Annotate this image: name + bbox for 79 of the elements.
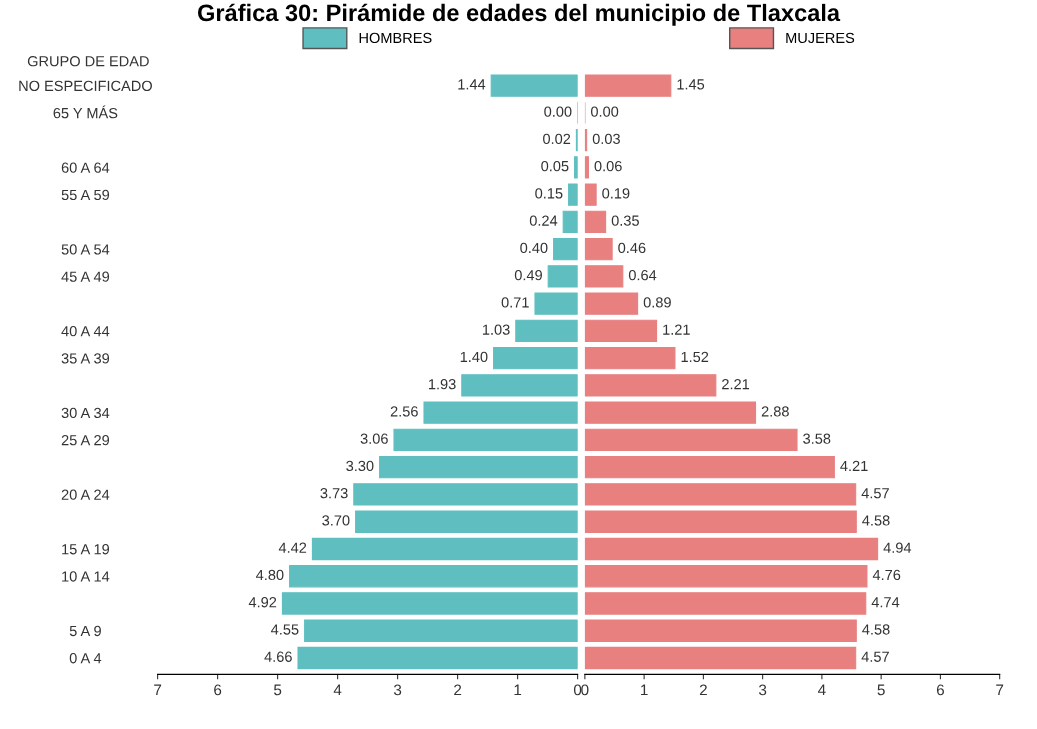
chart-title: Gráfica 30: Pirámide de edades del municipio de Tlaxcala bbox=[197, 3, 841, 26]
y-tick-label: 0 A 4 bbox=[69, 653, 102, 664]
data-label: 0.89 bbox=[643, 297, 671, 308]
data-label: 4.74 bbox=[871, 597, 900, 608]
data-label: 0.40 bbox=[520, 242, 548, 254]
data-label: 1.93 bbox=[428, 379, 456, 390]
data-label: 0.03 bbox=[592, 133, 620, 145]
x-tick-label: 3 bbox=[393, 684, 402, 696]
data-label: 3.70 bbox=[322, 515, 350, 526]
data-label: 0.71 bbox=[501, 297, 529, 308]
x-tick-label: 7 bbox=[996, 684, 1004, 696]
x-tick-label: 1 bbox=[514, 684, 522, 696]
x-tick-label: 4 bbox=[333, 684, 342, 696]
y-tick-label: 15 A 19 bbox=[62, 544, 110, 555]
y-tick-label: 10 A 14 bbox=[62, 571, 110, 582]
data-label: 1.21 bbox=[663, 324, 690, 335]
data-label: 2.88 bbox=[761, 406, 789, 417]
data-label: 4.92 bbox=[248, 597, 277, 608]
data-label: 1.40 bbox=[460, 351, 488, 363]
data-label: 0.35 bbox=[611, 215, 639, 226]
data-label: 4.66 bbox=[264, 651, 292, 662]
x-tick-label: 3 bbox=[758, 684, 767, 696]
y-tick-label: 5 A 9 bbox=[69, 625, 101, 637]
x-tick-label: 5 bbox=[877, 684, 885, 696]
data-label: 3.30 bbox=[346, 460, 374, 472]
data-label: 1.45 bbox=[677, 79, 705, 90]
data-label: 1.52 bbox=[681, 351, 709, 363]
data-label: 0.02 bbox=[543, 133, 571, 145]
data-label: 3.73 bbox=[320, 488, 348, 499]
x-tick-label: 4 bbox=[818, 684, 826, 696]
x-tick-label: 2 bbox=[454, 684, 462, 696]
y-tick-label: 30 A 34 bbox=[61, 407, 110, 419]
x-tick-label: 5 bbox=[273, 684, 282, 696]
data-label: 0.49 bbox=[514, 269, 542, 281]
x-tick-label: 6 bbox=[936, 684, 944, 696]
data-label: 4.94 bbox=[883, 542, 912, 553]
data-label: 4.58 bbox=[862, 515, 890, 526]
y-tick-label: 65 Y MÁS bbox=[53, 105, 118, 119]
data-label: 0.00 bbox=[590, 106, 619, 117]
data-label: 4.55 bbox=[271, 624, 299, 635]
x-tick-label: 2 bbox=[699, 684, 707, 696]
y-tick-label: 35 A 39 bbox=[61, 353, 110, 364]
y-tick-label: 45 A 49 bbox=[61, 271, 110, 282]
x-tick-label: 0 bbox=[573, 684, 582, 696]
data-label: 3.06 bbox=[360, 433, 388, 444]
data-label: 4.80 bbox=[256, 569, 284, 581]
y-tick-label: 55 A 59 bbox=[61, 189, 110, 201]
x-tick-label: 6 bbox=[214, 684, 222, 696]
data-label: 2.56 bbox=[390, 406, 418, 417]
x-tick-label: 0 bbox=[581, 684, 589, 696]
y-tick-label: NO ESPECIFICADO bbox=[19, 80, 152, 92]
data-label: 2.21 bbox=[722, 379, 750, 390]
legend-label: MUJERES bbox=[786, 32, 855, 44]
legend-label: HOMBRES bbox=[359, 32, 432, 44]
data-label: 1.03 bbox=[482, 324, 510, 335]
data-label: 0.05 bbox=[541, 160, 569, 172]
data-label: 0.19 bbox=[602, 188, 630, 199]
y-tick-label: 50 A 54 bbox=[61, 244, 110, 255]
y-tick-label: 25 A 29 bbox=[61, 435, 110, 446]
x-tick-label: 7 bbox=[154, 684, 162, 696]
data-label: 0.64 bbox=[628, 269, 657, 281]
data-label: 4.76 bbox=[872, 569, 901, 581]
data-label: 4.58 bbox=[862, 624, 890, 635]
data-label: 0.06 bbox=[594, 160, 622, 172]
data-label: 0.00 bbox=[544, 106, 572, 117]
data-label: 0.24 bbox=[529, 215, 558, 226]
y-tick-label: 60 A 64 bbox=[61, 162, 110, 173]
y-axis-title: GRUPO DE EDAD bbox=[27, 56, 149, 67]
data-label: 4.57 bbox=[861, 488, 889, 499]
data-label: 3.58 bbox=[803, 433, 831, 444]
y-tick-label: 20 A 24 bbox=[61, 489, 110, 500]
data-label: 1.44 bbox=[458, 79, 486, 90]
x-tick-label: 1 bbox=[641, 684, 648, 696]
data-label: 4.42 bbox=[278, 542, 307, 553]
data-label: 4.21 bbox=[840, 460, 868, 471]
y-tick-label: 40 A 44 bbox=[61, 326, 110, 337]
data-label: 0.15 bbox=[535, 188, 563, 199]
data-label: 0.46 bbox=[618, 242, 646, 254]
data-label: 4.57 bbox=[861, 651, 889, 662]
